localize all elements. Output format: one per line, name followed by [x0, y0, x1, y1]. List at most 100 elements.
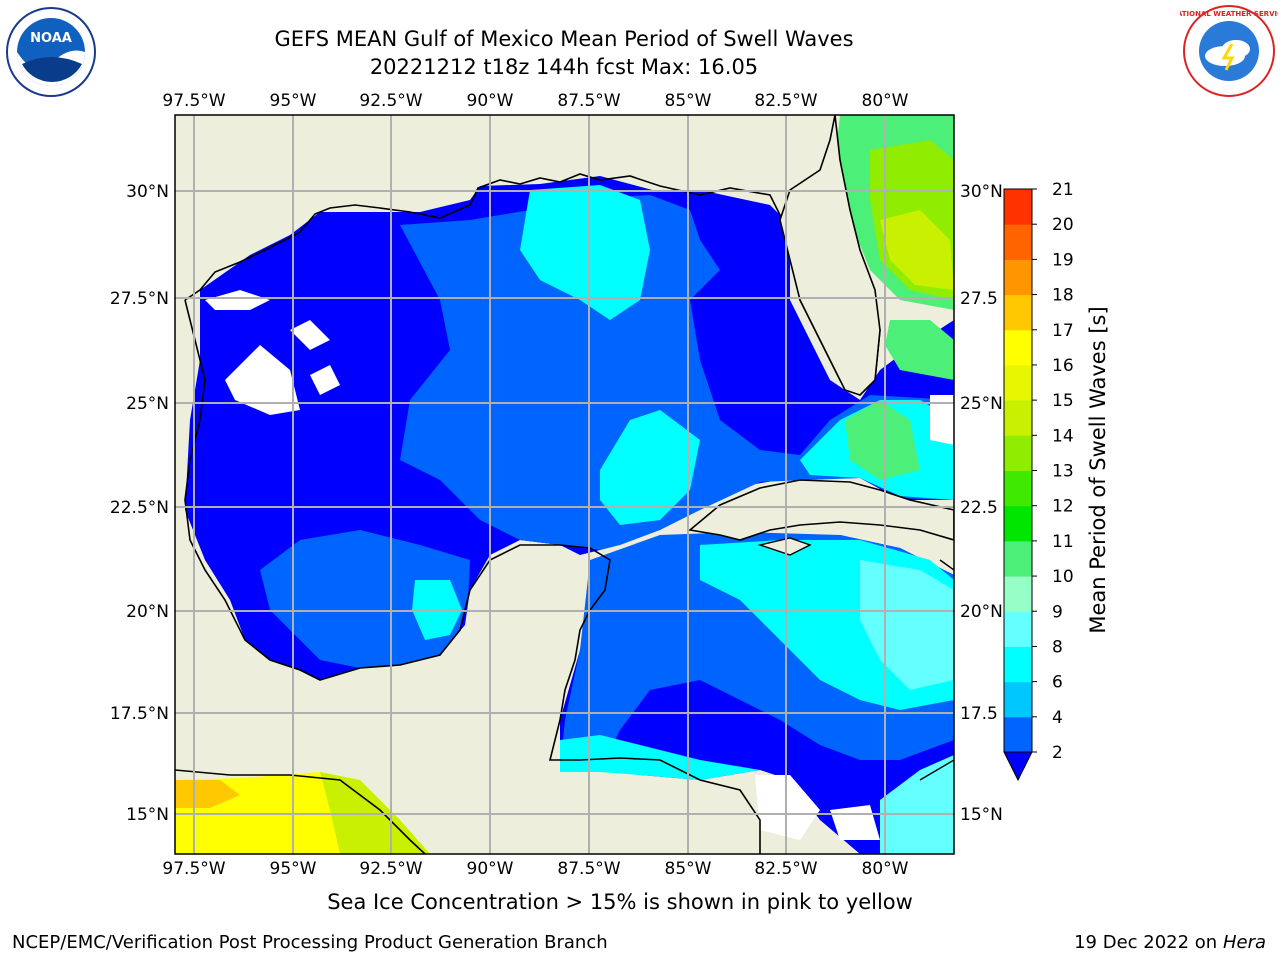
lat-label: 15°N: [126, 805, 169, 825]
lon-label: 85°W: [665, 859, 712, 879]
lon-label: 95°W: [270, 91, 317, 111]
lat-labels-right: 30°N 27.5 25°N 22.5 20°N 17.5 15°N: [960, 182, 1003, 825]
lat-label: 27.5°N: [110, 289, 169, 309]
no-data-patch: [930, 395, 954, 445]
no-data-patch: [205, 290, 270, 310]
colorbar-segment: [1004, 470, 1032, 507]
nws-logo-text: NATIONAL WEATHER SERVICE: [1180, 10, 1278, 18]
colorbar-tick-label: 21: [1052, 180, 1074, 200]
swell-4-6-center: [600, 410, 700, 525]
lon-label: 85°W: [665, 91, 712, 111]
lat-labels-left: 30°N 27.5°N 25°N 22.5°N 20°N 17.5°N 15°N: [110, 182, 169, 825]
map-gridlines: [175, 115, 954, 854]
bahamas-swell-2: [885, 320, 954, 380]
producer-credit: NCEP/EMC/Verification Post Processing Pr…: [12, 932, 608, 953]
lat-label: 30°N: [126, 182, 169, 202]
colorbar-segment: [1004, 400, 1032, 436]
colorbar-segment: [1004, 294, 1032, 331]
lon-label: 97.5°W: [162, 859, 225, 879]
colorbar: 2 4 6 8 9 10 11 12 13 14 15 16 17 18 19 20 21: [1003, 180, 1074, 782]
lat-label: 25°N: [126, 394, 169, 414]
lon-label: 80°W: [862, 91, 909, 111]
colorbar-segment: [1004, 224, 1032, 260]
map-frame: [174, 114, 955, 855]
lat-label: 15°N: [960, 805, 1003, 825]
colorbar-tick-label: 11: [1052, 532, 1074, 552]
no-data-patch: [310, 365, 340, 395]
national-weather-service-logo: NATIONAL WEATHER SERVICE: [1180, 5, 1278, 97]
lon-labels-bottom: 97.5°W 95°W 92.5°W 90°W 87.5°W 85°W 82.5…: [162, 859, 908, 879]
colorbar-tick-label: 8: [1052, 637, 1063, 657]
colorbar-tick-label: 6: [1052, 673, 1063, 693]
colorbar-segment: [1004, 576, 1032, 612]
colorbar-tick-label: 9: [1052, 602, 1063, 622]
host-name: Hera: [1222, 932, 1266, 953]
colorbar-segment: [1004, 540, 1032, 577]
map-panel: [175, 115, 954, 854]
colorbar-segment: [1004, 646, 1032, 683]
lon-label: 97.5°W: [162, 91, 225, 111]
lon-label: 90°W: [467, 91, 514, 111]
no-data-patch: [755, 775, 820, 840]
lat-label: 17.5°N: [110, 704, 169, 724]
central-america-coast: [919, 559, 954, 781]
colorbar-tick-label: 19: [1052, 250, 1074, 270]
lon-label: 82.5°W: [754, 91, 817, 111]
no-data-patch: [225, 345, 300, 415]
lon-label: 87.5°W: [557, 91, 620, 111]
generation-date-text: 19 Dec 2022 on: [1074, 932, 1218, 953]
colorbar-tick-label: 4: [1052, 708, 1063, 728]
colorbar-tick-label: 13: [1052, 462, 1074, 482]
no-data-patch: [290, 320, 330, 350]
colorbar-tick-label: 15: [1052, 391, 1074, 411]
noaa-logo-text: NOAA: [30, 31, 72, 46]
colorbar-segment: [1004, 259, 1032, 296]
colorbar-segment: [1004, 505, 1032, 542]
pacific-swell-high: [175, 780, 240, 808]
sea-ice-note: Sea Ice Concentration > 15% is shown in …: [327, 890, 913, 914]
lat-label: 22.5°N: [110, 498, 169, 518]
swell-6-8: [860, 560, 954, 690]
colorbar-segment: [1004, 189, 1032, 225]
lon-label: 90°W: [467, 859, 514, 879]
lon-label: 92.5°W: [359, 859, 422, 879]
colorbar-tick-label: 2: [1052, 743, 1063, 763]
colorbar-under-extension: [1003, 751, 1033, 782]
swell-4-6: [520, 185, 650, 320]
colorbar-segment: [1004, 681, 1032, 718]
swell-2-4-west: [260, 530, 470, 668]
swell-6-8-southeast: [880, 755, 954, 854]
noaa-logo: NOAA: [6, 7, 96, 97]
bahamas-swell: [845, 400, 920, 480]
colorbar-label: Mean Period of Swell Waves [s]: [1086, 306, 1110, 633]
lat-label: 20°N: [126, 602, 169, 622]
colorbar-segment: [1004, 364, 1032, 401]
colorbar-tick-label: 18: [1052, 286, 1074, 306]
colorbar-segment: [1004, 611, 1032, 647]
lat-label: 17.5: [960, 704, 998, 724]
colorbar-tick-label: 16: [1052, 356, 1074, 376]
lat-label: 20°N: [960, 602, 1003, 622]
lon-labels-top: 97.5°W 95°W 92.5°W 90°W 87.5°W 85°W 82.5…: [162, 91, 908, 111]
colorbar-segment: [1004, 329, 1032, 366]
lat-label: 22.5: [960, 498, 998, 518]
colorbar-segment: [1004, 435, 1032, 471]
lat-label: 27.5: [960, 289, 998, 309]
colorbar-tick-label: 14: [1052, 426, 1074, 446]
lon-label: 82.5°W: [754, 859, 817, 879]
swell-4-6-south: [560, 735, 760, 780]
colorbar-tick-label: 12: [1052, 497, 1074, 517]
chart-title: GEFS MEAN Gulf of Mexico Mean Period of …: [274, 27, 854, 51]
florida-coastline: [779, 115, 881, 396]
lon-label: 80°W: [862, 859, 909, 879]
honduras-coastline: [175, 769, 426, 854]
atlantic-swell-high2: [880, 210, 954, 290]
colorbar-tick-label: 17: [1052, 321, 1074, 341]
colorbar-tick-label: 10: [1052, 567, 1074, 587]
colorbar-tick-label: 20: [1052, 215, 1074, 235]
lon-label: 92.5°W: [359, 91, 422, 111]
lon-label: 95°W: [270, 859, 317, 879]
generation-date: 19 Dec 2022 on Hera: [1074, 932, 1266, 953]
chart-subtitle: 20221212 t18z 144h fcst Max: 16.05: [369, 55, 759, 79]
lat-label: 30°N: [960, 182, 1003, 202]
